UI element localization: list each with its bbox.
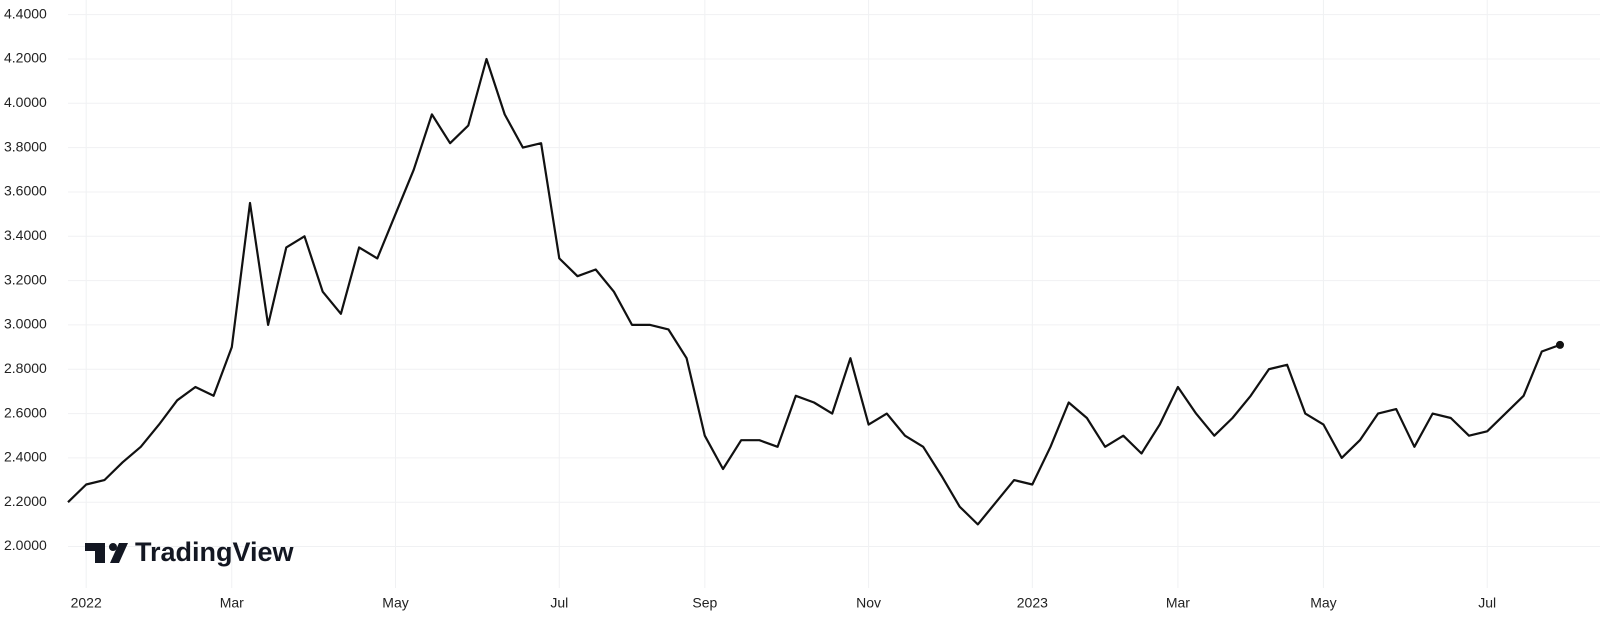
x-tick-label: 2022 xyxy=(71,595,102,611)
y-tick-label: 4.0000 xyxy=(4,94,47,110)
x-tick-label: Mar xyxy=(1166,595,1190,611)
y-tick-label: 3.6000 xyxy=(4,183,47,199)
y-tick-label: 3.2000 xyxy=(4,271,47,287)
y-tick-label: 2.8000 xyxy=(4,360,47,376)
x-tick-label: May xyxy=(382,595,408,611)
x-tick-label: May xyxy=(1310,595,1336,611)
x-tick-label: Jul xyxy=(550,595,568,611)
last-point xyxy=(1556,340,1564,349)
x-tick-label: Nov xyxy=(856,595,881,611)
y-tick-label: 2.4000 xyxy=(4,449,47,465)
x-tick-label: Sep xyxy=(692,595,717,611)
y-tick-label: 2.0000 xyxy=(4,537,47,553)
x-tick-label: 2023 xyxy=(1017,595,1048,611)
watermark: TradingView xyxy=(135,537,295,567)
y-tick-label: 2.6000 xyxy=(4,404,47,420)
line xyxy=(67,57,1561,526)
y-tick-label: 3.4000 xyxy=(4,227,47,243)
y-tick-label: 3.0000 xyxy=(4,316,47,332)
logo-bar xyxy=(95,543,105,563)
x-tick-label: Mar xyxy=(220,595,244,611)
y-tick-label: 4.2000 xyxy=(4,50,47,66)
logo-slash xyxy=(110,543,128,563)
x-tick-label: Jul xyxy=(1478,595,1496,611)
logo-dot xyxy=(109,543,117,551)
y-tick-label: 4.4000 xyxy=(4,5,47,21)
y-tick-label: 2.2000 xyxy=(4,493,47,509)
y-tick-label: 3.8000 xyxy=(4,138,47,154)
logo xyxy=(85,543,128,563)
